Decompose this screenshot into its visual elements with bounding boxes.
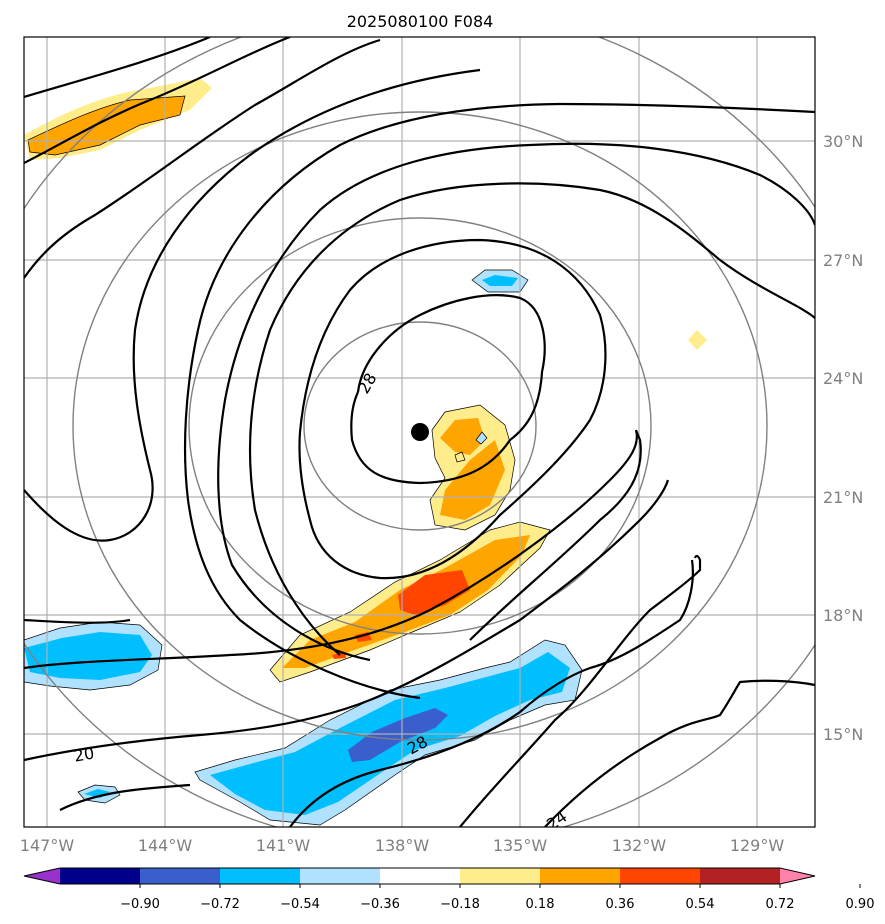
colorbar-swatch [460,868,541,884]
colorbar-ticks: −0.90 −0.72 −0.54 −0.36 −0.18 0.18 0.36 0.54 0.7… [120,884,874,912]
colorbar-swatch [140,868,221,884]
figure-title: 2025080100 F084 [347,12,494,31]
colorbar-swatches [24,868,815,884]
colorbar-swatch [540,868,621,884]
contour-label-24: 24 [543,807,571,834]
colorbar-tick-label: 0.54 [686,897,715,912]
lat-tick-label: 30°N [823,132,863,151]
colorbar-tick-label: −0.72 [200,897,240,912]
colorbar-tick-label: 0.90 [846,897,875,912]
negative-anomaly-shading [24,270,582,825]
lon-tick-label: 141°W [256,836,311,855]
colorbar-extend-low [24,868,60,884]
contour-label-20: 20 [72,743,95,765]
colorbar-swatch [620,868,701,884]
range-rings [24,37,815,827]
map-frame [23,36,816,828]
lat-tick-label: 15°N [823,725,863,744]
colorbar-swatch [700,868,781,884]
lat-tick-label: 18°N [823,606,863,625]
lon-tick-label: 135°W [493,836,548,855]
colorbar-tick-label: −0.36 [360,897,400,912]
colorbar-tick-label: 0.36 [606,897,635,912]
lon-tick-label: 147°W [20,836,75,855]
positive-anomaly-shading [24,78,707,682]
lat-tick-label: 24°N [823,369,863,388]
colorbar-tick-label: −0.90 [120,897,160,912]
lon-tick-label: 132°W [612,836,667,855]
colorbar-swatch [60,868,141,884]
lat-tick-label: 27°N [823,251,863,270]
latitude-tick-labels: 15°N 18°N 21°N 24°N 27°N 30°N [823,132,863,744]
pressure-contours [24,37,815,827]
lat-tick-label: 21°N [823,488,863,507]
colorbar-tick-label: 0.72 [766,897,795,912]
map-plot-area: 28 20 28 24 [24,37,815,834]
colorbar-outline [23,867,816,885]
colorbar-tick-label: −0.18 [440,897,480,912]
colorbar: −0.90 −0.72 −0.54 −0.36 −0.18 0.18 0.36 0.54 0.7… [23,867,874,912]
longitude-tick-labels: 147°W 144°W 141°W 138°W 135°W 132°W 129°… [20,836,785,855]
colorbar-swatch [380,868,461,884]
lon-tick-label: 144°W [138,836,193,855]
colorbar-tick-label: 0.18 [526,897,555,912]
colorbar-swatch [220,868,301,884]
lon-tick-label: 129°W [730,836,785,855]
lon-tick-label: 138°W [375,836,430,855]
colorbar-extend-high [780,868,815,884]
storm-center-marker [411,423,429,441]
colorbar-tick-label: −0.54 [280,897,320,912]
colorbar-swatch [300,868,381,884]
